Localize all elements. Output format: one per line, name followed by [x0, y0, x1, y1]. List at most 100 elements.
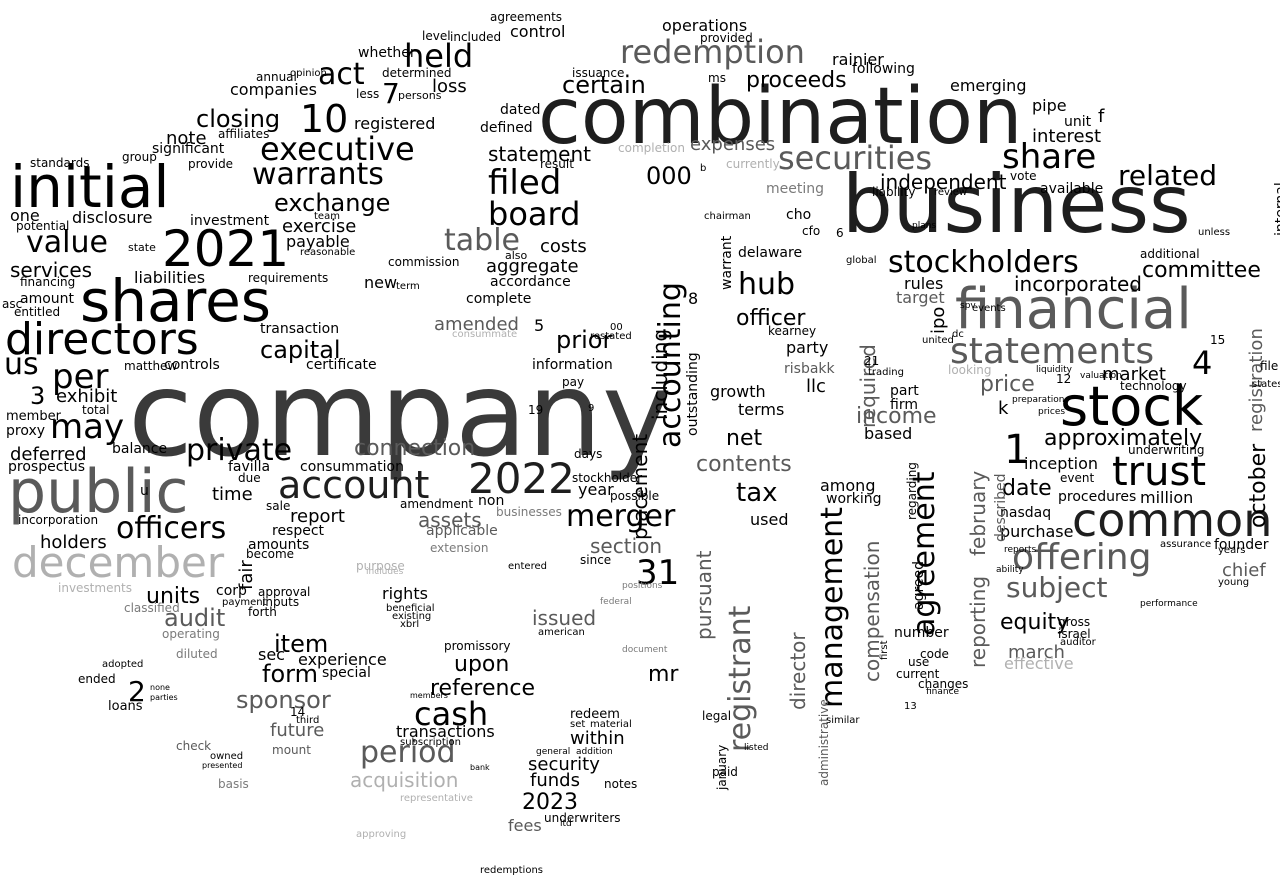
word-stockholder: stockholder: [572, 471, 643, 485]
word-emerging: emerging: [950, 76, 1027, 95]
word-exchange: exchange: [274, 189, 391, 217]
word-standards: standards: [30, 156, 90, 170]
word-incorporation: incorporation: [18, 513, 99, 527]
word-investments: investments: [58, 581, 133, 595]
word-certificate: certificate: [306, 357, 377, 373]
word-rainier: rainier: [832, 50, 884, 69]
word-whether: whether: [358, 45, 416, 61]
word-warrant: warrant: [719, 235, 735, 290]
word-registered: registered: [354, 114, 436, 133]
word-00: 00: [610, 322, 623, 333]
word-assurance: assurance: [1160, 539, 1212, 550]
word-beneficial: beneficial: [386, 603, 435, 614]
word-initial: initial: [10, 153, 170, 221]
word-issued: issued: [532, 606, 597, 630]
word-placement: placement: [628, 433, 652, 540]
word-regarding: regarding: [905, 462, 919, 520]
word-forth: forth: [248, 605, 277, 619]
word-redeem: redeem: [570, 707, 620, 722]
word-upon: upon: [454, 652, 510, 677]
word-4: 4: [1192, 344, 1213, 382]
word-complete: complete: [466, 291, 532, 307]
word-amounts: amounts: [248, 537, 310, 553]
word-gross: gross: [1058, 615, 1091, 629]
word-1: 1: [1004, 427, 1030, 473]
word-k: k: [998, 398, 1009, 419]
word-potential: potential: [16, 219, 70, 233]
word-subject: subject: [1006, 571, 1108, 604]
word-controls: controls: [164, 357, 220, 373]
word-public: public: [8, 457, 189, 527]
word-firm: firm: [890, 397, 918, 413]
word-statement: statement: [488, 142, 591, 166]
word-none: none: [150, 683, 170, 692]
word-members: members: [410, 691, 448, 700]
word-may: may: [50, 407, 125, 447]
word-holders: holders: [40, 532, 107, 553]
word-period: period: [360, 735, 456, 770]
word-common: common: [1072, 493, 1273, 547]
word-paid: paid: [712, 765, 738, 779]
word-non: non: [478, 493, 505, 509]
word-section: section: [590, 534, 663, 558]
word-pay: pay: [562, 375, 585, 389]
word-shares: shares: [80, 267, 271, 335]
word-reporting: reporting: [966, 575, 990, 668]
word-reference: reference: [430, 676, 536, 701]
word-statements: statements: [950, 331, 1155, 372]
word-executive: executive: [260, 130, 415, 168]
word-includes: includes: [366, 567, 404, 577]
word-incorporated: incorporated: [1014, 272, 1142, 296]
word-related: related: [1118, 159, 1218, 192]
word-part: part: [890, 383, 919, 399]
word-applicable: applicable: [426, 523, 498, 539]
word-operating: operating: [162, 627, 220, 641]
word-administrative: administrative: [817, 699, 831, 786]
word-opinion: opinion: [290, 68, 327, 79]
word-3: 3: [30, 382, 46, 410]
word-preparation: preparation: [1012, 395, 1065, 405]
word-term: term: [396, 281, 420, 292]
word-mr: mr: [648, 662, 679, 687]
word-date: date: [1002, 476, 1052, 501]
word-set: set: [570, 719, 586, 730]
word-19: 19: [528, 403, 544, 417]
word-finance: finance: [926, 687, 960, 697]
word-stock: stock: [1060, 375, 1204, 438]
word-purchase: purchase: [1000, 522, 1074, 541]
word-item: item: [274, 630, 329, 658]
word-security: security: [528, 754, 600, 775]
word-fees: fees: [508, 816, 542, 835]
word-offering: offering: [1012, 537, 1152, 578]
word-entitled: entitled: [14, 305, 61, 319]
word-special: special: [322, 665, 371, 681]
word-assets: assets: [418, 508, 482, 532]
word-sale: sale: [266, 499, 291, 513]
word-management: management: [815, 507, 850, 708]
word-warrants: warrants: [252, 157, 384, 192]
word-acquisition: acquisition: [350, 768, 459, 792]
word-first: first: [879, 640, 890, 660]
word-check: check: [176, 739, 212, 753]
word-payable: payable: [286, 232, 350, 251]
word-classified: classified: [124, 601, 180, 615]
word-parties: parties: [150, 693, 178, 702]
word-registrant: registrant: [723, 605, 758, 752]
word-reports: reports: [1004, 545, 1037, 555]
word-loans: loans: [108, 699, 143, 714]
word-provide: provide: [188, 157, 234, 171]
word-8: 8: [688, 289, 699, 308]
word-group: group: [122, 150, 157, 164]
word-compensation: compensation: [860, 540, 884, 682]
word-issuance: issuance: [572, 66, 625, 80]
word-rules: rules: [904, 274, 944, 293]
word-party: party: [786, 338, 829, 357]
word-addition: addition: [576, 747, 613, 757]
word-favilla: favilla: [228, 459, 271, 475]
word-performance: performance: [1140, 599, 1198, 609]
word-reasonable: reasonable: [300, 247, 356, 258]
word-asc: asc: [2, 297, 23, 311]
word-within: within: [570, 728, 625, 749]
word-21: 21: [864, 354, 880, 368]
word-experience: experience: [298, 650, 387, 669]
